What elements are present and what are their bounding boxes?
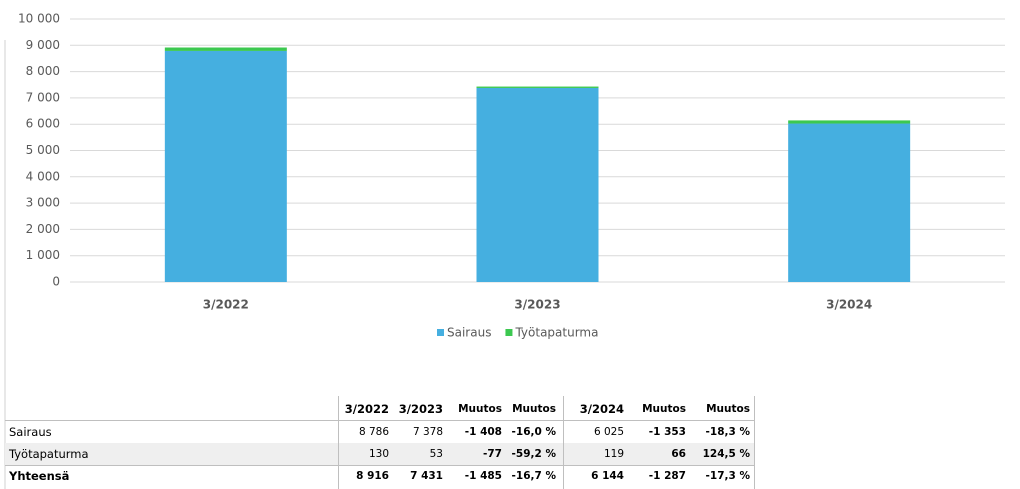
table-cell: 8 916 [356, 470, 389, 482]
bar [164, 50, 287, 283]
table-cell: 8 786 [358, 426, 389, 438]
table-cell: -59,2 % [511, 448, 556, 460]
y-tick-label: 9 000 [26, 38, 60, 52]
bar [476, 86, 599, 88]
table-divider [563, 396, 564, 489]
y-tick-label: 1 000 [26, 248, 60, 262]
table-cell: -1 408 [464, 426, 502, 438]
row-band [5, 443, 754, 465]
x-tick-label: 3/2024 [826, 298, 872, 312]
table-cell: Muutos [512, 403, 556, 415]
x-tick-label: 3/2023 [514, 298, 560, 312]
table-cell: Muutos [458, 403, 502, 415]
y-tick-label: 3 000 [26, 196, 60, 210]
legend-label: Työtapaturma [514, 326, 598, 340]
table-cell: 3/2023 [398, 402, 443, 416]
table-rule [5, 465, 754, 466]
legend-swatch [437, 329, 444, 336]
table-cell: 53 [429, 448, 443, 460]
table-cell: 6 025 [593, 426, 624, 438]
table-cell: -1 485 [464, 470, 502, 482]
table-divider [754, 396, 755, 489]
table-cell: Yhteensä [9, 469, 70, 483]
table-cell: -77 [483, 448, 502, 460]
y-tick-label: 0 [52, 275, 60, 289]
table-cell: 6 144 [591, 470, 624, 482]
y-tick-label: 8 000 [26, 64, 60, 78]
y-tick-label: 4 000 [26, 169, 60, 183]
table-cell: 3/2024 [579, 402, 624, 416]
table-cell: 7 431 [410, 470, 443, 482]
table-cell: Muutos [706, 403, 750, 415]
table-cell: 130 [368, 448, 389, 460]
table-cell: -1 353 [648, 426, 686, 438]
table-cell: Sairaus [9, 425, 52, 439]
y-tick-label: 2 000 [26, 222, 60, 236]
bar [788, 123, 911, 282]
table-cell: -16,0 % [511, 426, 556, 438]
table-cell: 119 [603, 448, 624, 460]
table-cell: Muutos [642, 403, 686, 415]
table-divider [338, 396, 339, 489]
table-cell: 3/2022 [344, 402, 389, 416]
legend-label: Sairaus [447, 326, 491, 340]
table-rule [5, 420, 754, 421]
y-tick-label: 10 000 [18, 12, 60, 26]
table-cell: -17,3 % [705, 470, 750, 482]
bar [164, 47, 287, 51]
table-cell: Työtapaturma [9, 447, 89, 461]
table-cell: 66 [671, 448, 686, 460]
table-cell: -16,7 % [511, 470, 556, 482]
bar [788, 120, 911, 124]
table-cell: 7 378 [412, 426, 443, 438]
table-cell: 124,5 % [702, 448, 750, 460]
y-tick-label: 7 000 [26, 90, 60, 104]
y-tick-label: 6 000 [26, 117, 60, 131]
y-tick-label: 5 000 [26, 143, 60, 157]
table-cell: -18,3 % [705, 426, 750, 438]
bar [476, 87, 599, 282]
table-cell: -1 287 [648, 470, 686, 482]
x-tick-label: 3/2022 [203, 298, 249, 312]
legend-swatch [505, 329, 513, 336]
